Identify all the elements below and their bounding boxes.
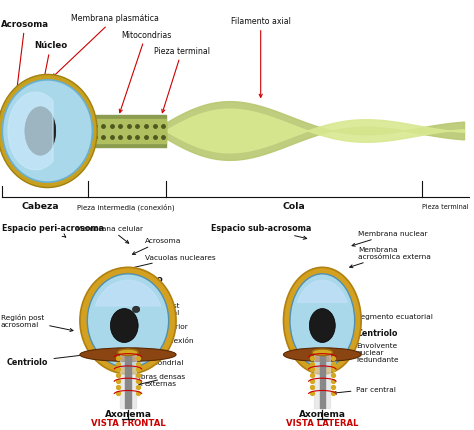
Ellipse shape [312, 349, 332, 356]
Text: Cola: Cola [283, 202, 305, 211]
Text: Fibras densas
externas: Fibras densas externas [135, 373, 185, 386]
Ellipse shape [283, 268, 361, 374]
Text: Membrana plasmática: Membrana plasmática [53, 14, 159, 78]
Text: Vacuolas nucleares: Vacuolas nucleares [125, 254, 215, 271]
Polygon shape [8, 93, 53, 170]
Text: Axonema: Axonema [299, 409, 346, 418]
Ellipse shape [290, 274, 355, 368]
Text: Mitocondrias: Mitocondrias [119, 31, 171, 114]
Text: VISTA LATERAL: VISTA LATERAL [286, 418, 358, 427]
Text: Cabeza: Cabeza [21, 202, 59, 211]
Text: Pieza de conexión: Pieza de conexión [127, 337, 193, 344]
Ellipse shape [110, 309, 138, 343]
Polygon shape [166, 110, 465, 154]
Text: Vaina
mitocondrial: Vaina mitocondrial [137, 353, 183, 366]
Text: Centriolo: Centriolo [7, 351, 104, 366]
Text: Acrosoma: Acrosoma [1, 20, 49, 108]
Ellipse shape [25, 108, 56, 156]
Ellipse shape [310, 309, 335, 343]
Text: Axonema: Axonema [104, 409, 152, 418]
Text: VISTA FRONTAL: VISTA FRONTAL [91, 418, 165, 427]
Ellipse shape [132, 307, 140, 313]
Ellipse shape [118, 349, 138, 356]
Text: Vaina post
acrosomal: Vaina post acrosomal [136, 303, 180, 318]
Text: Membrana celular: Membrana celular [75, 225, 143, 244]
Text: Par central: Par central [333, 386, 396, 394]
Text: Segmento ecuatorial: Segmento ecuatorial [345, 313, 433, 325]
Text: Espacio peri-acrosoma: Espacio peri-acrosoma [2, 224, 104, 237]
Text: Región post
acrosomal: Región post acrosomal [1, 313, 73, 332]
Ellipse shape [80, 348, 176, 362]
Ellipse shape [0, 75, 97, 188]
Text: Membrana
acrosómica externa: Membrana acrosómica externa [350, 246, 431, 268]
Text: Pieza intermedia (conexión): Pieza intermedia (conexión) [77, 203, 174, 210]
Text: Núcleo: Núcleo [34, 41, 67, 106]
Text: Pieza terminal: Pieza terminal [422, 203, 469, 209]
Ellipse shape [80, 268, 176, 374]
Ellipse shape [87, 274, 169, 368]
Text: Membrana nuclear: Membrana nuclear [352, 230, 428, 247]
Text: Espacio sub-acrosoma: Espacio sub-acrosoma [210, 224, 311, 240]
Text: Núcleo: Núcleo [116, 275, 163, 292]
Polygon shape [166, 102, 465, 161]
Text: Anillo posterior: Anillo posterior [132, 324, 188, 332]
Ellipse shape [2, 81, 92, 183]
Polygon shape [298, 281, 347, 303]
Text: Filamento axial: Filamento axial [231, 17, 291, 98]
Ellipse shape [283, 348, 361, 362]
Polygon shape [95, 281, 161, 306]
Text: Centriolo: Centriolo [344, 329, 398, 339]
Text: Pieza terminal: Pieza terminal [154, 46, 210, 114]
Text: Acrosoma: Acrosoma [132, 238, 181, 255]
Text: Envolvente
nuclear
redundante: Envolvente nuclear redundante [344, 342, 399, 362]
